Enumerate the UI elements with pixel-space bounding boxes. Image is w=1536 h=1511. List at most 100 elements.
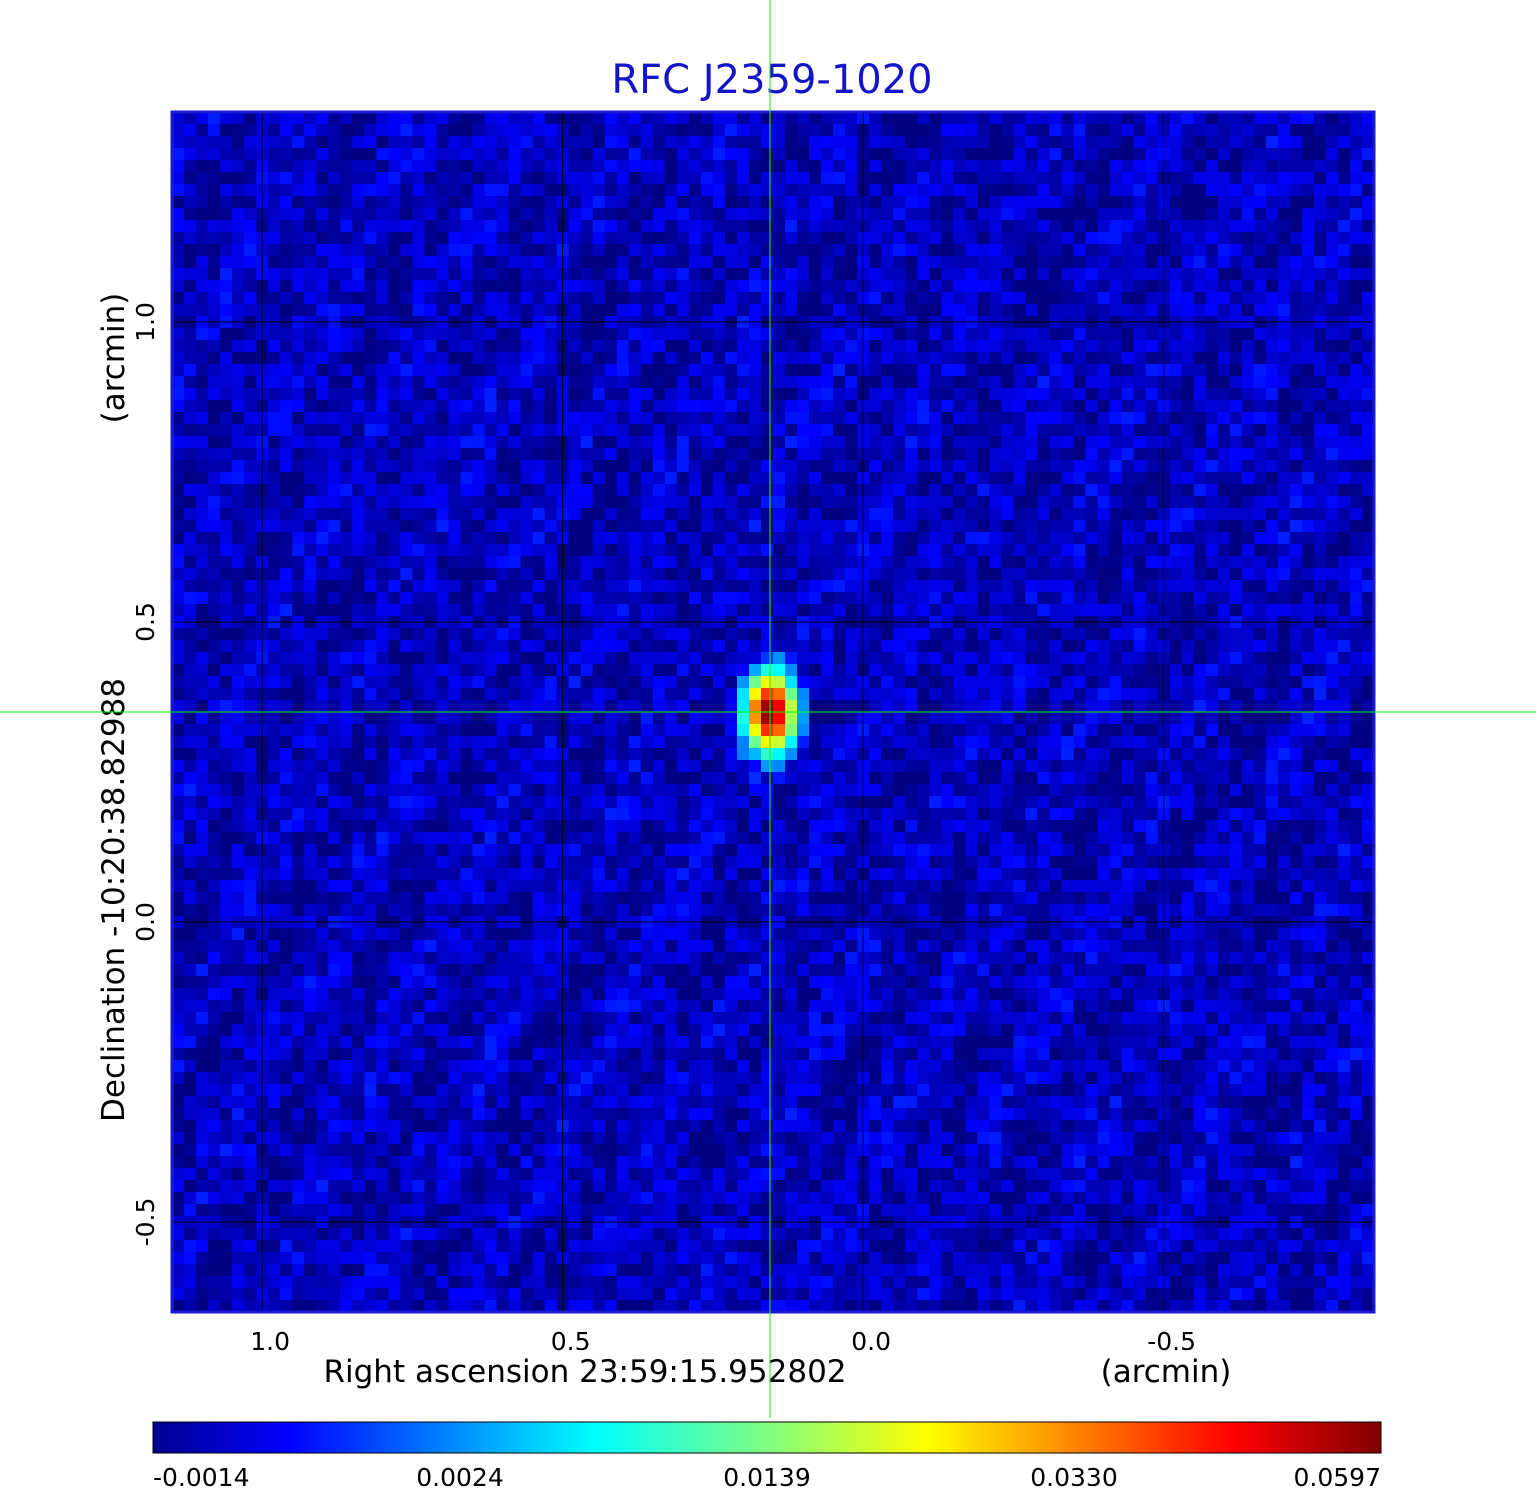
heatmap-cell bbox=[965, 268, 978, 281]
heatmap-cell bbox=[1325, 124, 1339, 137]
heatmap-cell bbox=[1013, 436, 1027, 449]
heatmap-cell bbox=[1145, 520, 1159, 533]
heatmap-cell bbox=[833, 544, 846, 557]
heatmap-cell bbox=[364, 388, 377, 401]
heatmap-cell bbox=[797, 436, 810, 449]
heatmap-cell bbox=[280, 460, 293, 473]
heatmap-cell bbox=[869, 568, 882, 581]
heatmap-cell bbox=[881, 124, 894, 137]
heatmap-cell bbox=[977, 280, 990, 293]
heatmap-cell bbox=[724, 244, 738, 257]
heatmap-cell bbox=[172, 220, 185, 233]
heatmap-cell bbox=[1217, 400, 1231, 413]
heatmap-cell bbox=[1169, 472, 1183, 485]
heatmap-cell bbox=[1217, 460, 1231, 473]
heatmap-cell bbox=[977, 124, 990, 137]
heatmap-cell bbox=[1085, 700, 1099, 713]
heatmap-cell bbox=[1073, 688, 1087, 701]
heatmap-cell bbox=[748, 604, 762, 617]
heatmap-cell bbox=[592, 136, 606, 149]
heatmap-cell bbox=[1325, 556, 1339, 569]
heatmap-cell bbox=[172, 496, 185, 509]
heatmap-cell bbox=[1133, 640, 1147, 653]
heatmap-cell bbox=[484, 688, 498, 701]
heatmap-cell bbox=[376, 208, 389, 221]
heatmap-cell bbox=[1289, 688, 1303, 701]
heatmap-cell bbox=[280, 160, 293, 173]
heatmap-cell bbox=[520, 208, 534, 221]
heatmap-cell bbox=[580, 352, 594, 365]
heatmap-cell bbox=[1241, 652, 1255, 665]
heatmap-cell bbox=[268, 688, 281, 701]
heatmap-cell bbox=[484, 268, 498, 281]
heatmap-cell bbox=[508, 460, 522, 473]
heatmap-cell bbox=[520, 508, 534, 521]
heatmap-cell bbox=[1001, 580, 1014, 593]
heatmap-cell bbox=[628, 352, 642, 365]
heatmap-cell bbox=[676, 664, 690, 677]
heatmap-cell bbox=[460, 208, 474, 221]
heatmap-cell bbox=[352, 340, 365, 353]
heatmap-cell bbox=[1145, 556, 1159, 569]
heatmap-cell bbox=[172, 544, 185, 557]
heatmap-cell bbox=[364, 160, 377, 173]
heatmap-cell bbox=[1169, 388, 1183, 401]
heatmap-cell bbox=[1013, 580, 1027, 593]
heatmap-cell bbox=[616, 640, 630, 653]
heatmap-cell bbox=[712, 352, 726, 365]
heatmap-cell bbox=[1361, 136, 1374, 149]
heatmap-cell bbox=[232, 532, 245, 545]
heatmap-cell bbox=[220, 136, 233, 149]
heatmap-cell bbox=[1265, 604, 1279, 617]
heatmap-cell bbox=[328, 208, 341, 221]
heatmap-cell bbox=[881, 544, 894, 557]
heatmap-cell bbox=[1001, 460, 1014, 473]
heatmap-cell bbox=[340, 172, 353, 185]
heatmap-cell bbox=[700, 532, 714, 545]
heatmap-cell bbox=[1325, 412, 1339, 425]
heatmap-cell bbox=[1229, 580, 1243, 593]
heatmap-cell bbox=[1349, 376, 1363, 389]
heatmap-cell bbox=[1121, 676, 1135, 689]
heatmap-cell bbox=[929, 628, 942, 641]
heatmap-cell bbox=[580, 700, 594, 713]
heatmap-cell bbox=[1205, 532, 1219, 545]
heatmap-cell bbox=[1121, 460, 1135, 473]
heatmap-cell bbox=[1313, 136, 1327, 149]
heatmap-cell bbox=[1061, 484, 1075, 497]
heatmap-cell bbox=[1097, 700, 1111, 713]
heatmap-cell bbox=[929, 136, 942, 149]
heatmap-cell bbox=[640, 400, 654, 413]
heatmap-cell bbox=[1181, 652, 1195, 665]
heatmap-cell bbox=[1325, 640, 1339, 653]
heatmap-cell bbox=[676, 556, 690, 569]
heatmap-cell bbox=[1001, 256, 1014, 269]
heatmap-cell bbox=[460, 196, 474, 209]
heatmap-cell bbox=[1313, 460, 1327, 473]
heatmap-cell bbox=[1181, 532, 1195, 545]
heatmap-cell bbox=[1073, 508, 1087, 521]
heatmap-cell bbox=[773, 388, 786, 401]
heatmap-cell bbox=[652, 472, 666, 485]
heatmap-cell bbox=[172, 580, 185, 593]
heatmap-cell bbox=[760, 112, 774, 125]
heatmap-cell bbox=[1265, 592, 1279, 605]
heatmap-cell bbox=[400, 256, 413, 269]
heatmap-cell bbox=[316, 688, 329, 701]
heatmap-cell bbox=[845, 412, 858, 425]
heatmap-cell bbox=[941, 664, 954, 677]
heatmap-cell bbox=[989, 112, 1002, 125]
heatmap-cell bbox=[881, 508, 894, 521]
heatmap-cell bbox=[917, 364, 930, 377]
heatmap-cell bbox=[436, 280, 450, 293]
heatmap-cell bbox=[1241, 460, 1255, 473]
heatmap-cell bbox=[1217, 676, 1231, 689]
heatmap-cell bbox=[1337, 136, 1351, 149]
heatmap-cell bbox=[1121, 664, 1135, 677]
heatmap-cell bbox=[472, 184, 486, 197]
heatmap-cell bbox=[172, 592, 185, 605]
heatmap-cell bbox=[628, 136, 642, 149]
heatmap-cell bbox=[424, 268, 438, 281]
heatmap-cell bbox=[1121, 112, 1135, 125]
heatmap-cell bbox=[736, 112, 750, 125]
